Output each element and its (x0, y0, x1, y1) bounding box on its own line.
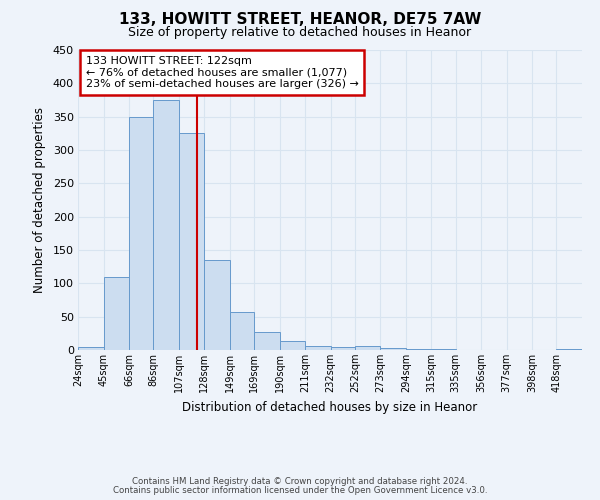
Text: Contains public sector information licensed under the Open Government Licence v3: Contains public sector information licen… (113, 486, 487, 495)
Bar (104, 276, 129, 350)
Bar (355, 346, 380, 350)
Text: Contains HM Land Registry data © Crown copyright and database right 2024.: Contains HM Land Registry data © Crown c… (132, 478, 468, 486)
Bar (305, 346, 331, 350)
Bar (280, 340, 305, 350)
Bar (380, 348, 406, 350)
Y-axis label: Number of detached properties: Number of detached properties (33, 107, 46, 293)
Text: Size of property relative to detached houses in Heanor: Size of property relative to detached ho… (128, 26, 472, 39)
Bar (78, 346, 104, 350)
X-axis label: Distribution of detached houses by size in Heanor: Distribution of detached houses by size … (182, 400, 478, 413)
Text: 133 HOWITT STREET: 122sqm
← 76% of detached houses are smaller (1,077)
23% of se: 133 HOWITT STREET: 122sqm ← 76% of detac… (86, 56, 358, 89)
Bar (129, 116, 153, 350)
Bar (254, 332, 280, 350)
Bar (179, 134, 205, 350)
Bar (230, 312, 254, 350)
Text: 133, HOWITT STREET, HEANOR, DE75 7AW: 133, HOWITT STREET, HEANOR, DE75 7AW (119, 12, 481, 28)
Bar (205, 260, 230, 350)
Bar (153, 100, 179, 350)
Bar (331, 346, 355, 350)
